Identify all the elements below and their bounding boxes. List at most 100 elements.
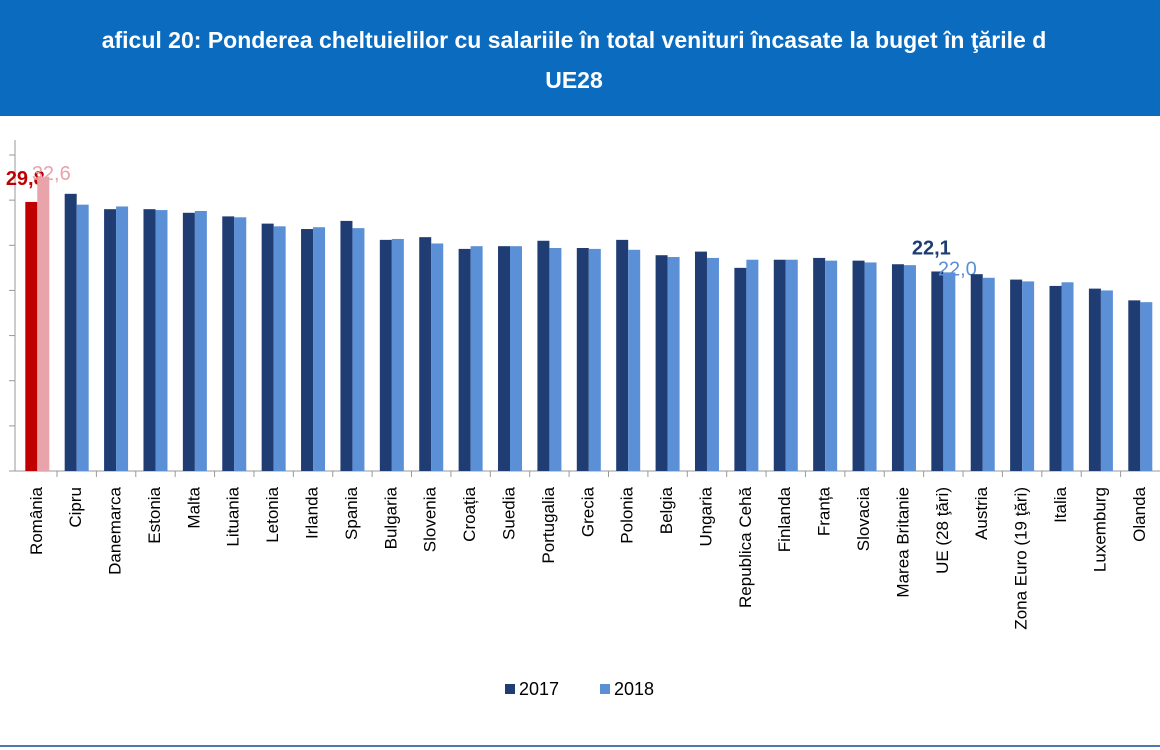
bar	[537, 240, 550, 471]
bar	[379, 239, 392, 471]
x-tick-label: Suedia	[499, 486, 518, 539]
bar	[1010, 279, 1023, 471]
x-tick-label: Belgia	[657, 486, 676, 534]
bar	[706, 257, 719, 471]
bar	[1100, 290, 1113, 471]
x-tick-label: Finlanda	[775, 486, 794, 552]
bar	[64, 193, 77, 471]
x-tick-label: Cipru	[66, 487, 85, 528]
bar	[549, 247, 562, 471]
x-tick-label: Marea Britanie	[893, 487, 912, 598]
bar	[273, 226, 286, 471]
x-tick-label: Republica Cehă	[736, 486, 755, 608]
legend-swatch	[505, 684, 515, 694]
data-label: 32,6	[32, 163, 71, 185]
bar	[391, 238, 404, 471]
bar	[588, 248, 601, 471]
bar	[510, 246, 523, 471]
legend-label: 2018	[614, 679, 654, 699]
data-label: 29,8	[6, 168, 45, 190]
bar	[903, 265, 916, 471]
bar	[576, 247, 589, 471]
bar	[943, 272, 956, 471]
x-tick-label: Slovacia	[854, 486, 873, 551]
bar	[970, 274, 983, 471]
bar	[1061, 282, 1074, 471]
x-tick-label: Bulgaria	[381, 486, 400, 549]
bar	[655, 255, 668, 471]
bar	[182, 212, 195, 472]
x-tick-label: România	[27, 486, 46, 555]
x-tick-label: Spania	[342, 486, 361, 539]
bar	[419, 237, 432, 471]
bar	[301, 229, 314, 471]
bar	[852, 260, 865, 471]
x-tick-label: Lituania	[224, 486, 243, 546]
bar	[116, 206, 129, 471]
x-tick-label: Irlanda	[303, 486, 322, 539]
x-tick-label: Letonia	[263, 486, 282, 542]
x-tick-label: Olanda	[1130, 486, 1149, 541]
bar	[931, 271, 944, 471]
bar	[155, 210, 168, 471]
x-tick-label: Austria	[972, 486, 991, 539]
bar	[982, 277, 995, 471]
bar	[261, 223, 274, 471]
bar	[694, 251, 707, 471]
x-tick-label: Slovenia	[421, 486, 440, 552]
chart-title: UE28	[545, 67, 603, 93]
bar	[734, 267, 747, 471]
bar	[1140, 302, 1153, 471]
x-tick-label: Franța	[815, 486, 834, 536]
bar	[222, 216, 235, 471]
bar	[313, 227, 326, 471]
bar	[628, 249, 641, 471]
x-tick-label: Malta	[184, 486, 203, 528]
bar	[431, 243, 444, 471]
bar	[1128, 300, 1141, 471]
legend-swatch	[600, 684, 610, 694]
bar	[1088, 288, 1101, 471]
x-tick-label: Italia	[1051, 486, 1070, 522]
bar	[864, 262, 877, 471]
title-bar	[0, 0, 1160, 116]
x-tick-label: Ungaria	[696, 486, 715, 546]
chart-title: aficul 20: Ponderea cheltuielilor cu sal…	[102, 27, 1047, 53]
x-tick-label: Luxemburg	[1090, 487, 1109, 572]
data-label: 22,1	[912, 238, 951, 260]
bar	[194, 210, 207, 471]
data-label: 22,0	[938, 259, 977, 281]
x-tick-label: Zona Euro (19 ţări)	[1012, 487, 1031, 630]
x-tick-label: Grecia	[578, 486, 597, 537]
legend-label: 2017	[519, 679, 559, 699]
x-tick-label: Croația	[460, 486, 479, 541]
bar	[234, 217, 247, 471]
x-tick-label: Estonia	[145, 486, 164, 543]
bar	[616, 239, 629, 471]
bar	[340, 220, 353, 471]
x-tick-label: UE (28 ţări)	[933, 487, 952, 574]
bar	[143, 209, 156, 471]
bar	[1022, 281, 1035, 471]
x-tick-label: Polonia	[618, 486, 637, 543]
x-tick-label: Danemarca	[106, 486, 125, 574]
bar	[498, 246, 511, 471]
x-tick-label: Portugalia	[539, 486, 558, 563]
bar	[352, 228, 365, 471]
bar	[76, 204, 89, 471]
bar	[891, 264, 904, 471]
bar	[470, 246, 483, 471]
bar	[813, 257, 826, 471]
bar	[746, 259, 759, 471]
bar	[773, 259, 786, 471]
bar	[825, 260, 838, 471]
bar	[25, 201, 38, 471]
bar	[458, 248, 471, 471]
bar	[37, 176, 50, 471]
bar	[667, 257, 680, 471]
bar	[785, 259, 798, 471]
bar	[1049, 285, 1062, 471]
bar	[104, 209, 117, 471]
